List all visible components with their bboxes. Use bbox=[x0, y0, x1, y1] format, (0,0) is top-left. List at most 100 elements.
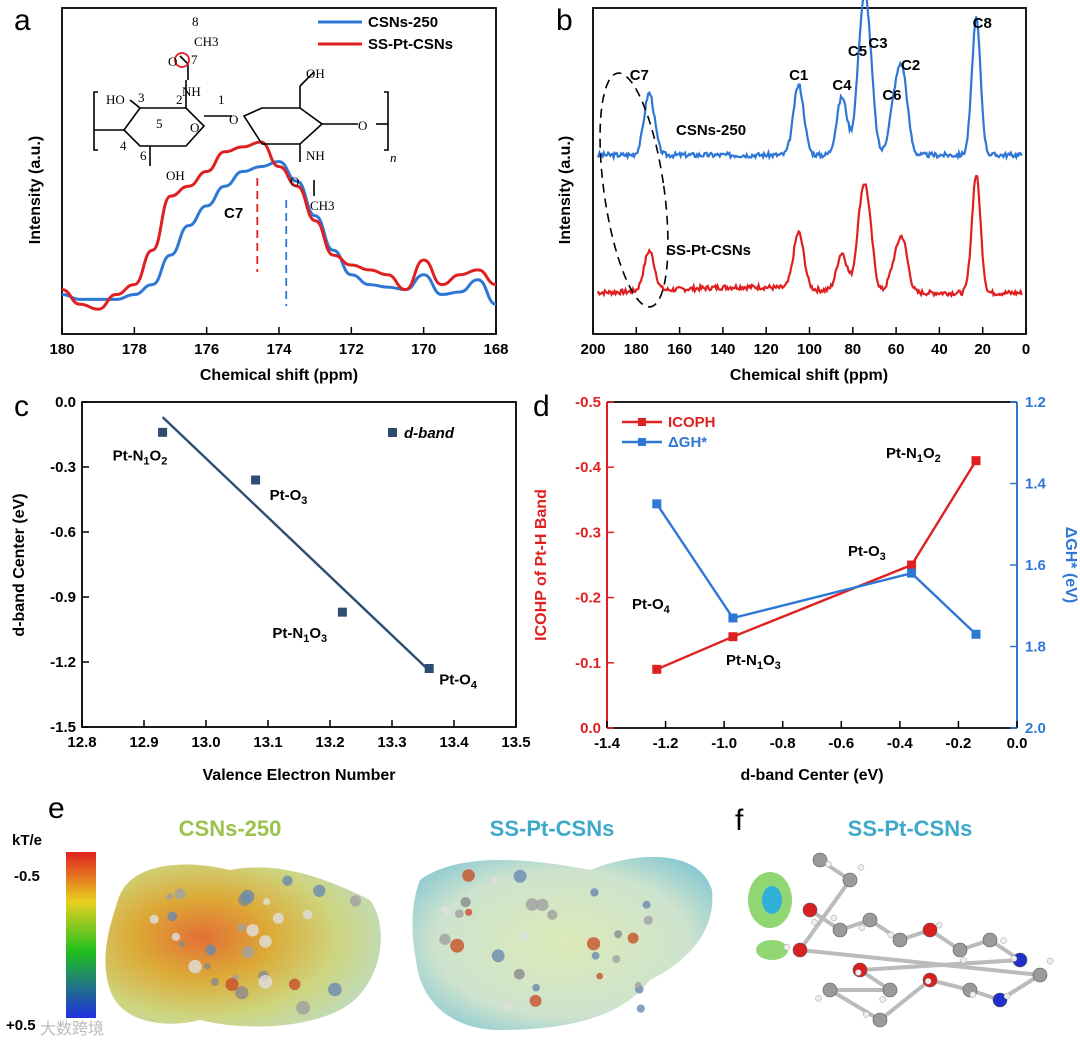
panel-d-marker-blue bbox=[907, 568, 917, 578]
panel-a-x-ticks: 180 178 176 174 172 170 168 bbox=[49, 327, 509, 358]
panel-d-legend-blue-marker bbox=[638, 438, 646, 446]
panel-b-y-label: Intensity (a.u.) bbox=[557, 136, 574, 244]
svg-text:NH: NH bbox=[182, 84, 201, 99]
panel-d-x-tick-label: 0.0 bbox=[1007, 735, 1028, 752]
panel-f-hydrogen bbox=[887, 931, 895, 939]
panel-f-atom bbox=[892, 932, 908, 948]
panel-f-atoms bbox=[783, 852, 1054, 1028]
panel-e-atom bbox=[502, 1001, 512, 1010]
svg-text:O: O bbox=[358, 118, 367, 133]
panel-label-b: b bbox=[556, 4, 573, 37]
panel-d-right-tick-label: 1.4 bbox=[1025, 476, 1047, 493]
panel-e-atom bbox=[529, 994, 542, 1007]
panel-e-atom bbox=[237, 923, 246, 932]
panel-f-hydrogen bbox=[960, 957, 967, 964]
panel-a-tick-label: 174 bbox=[266, 341, 292, 358]
svg-text:CH3: CH3 bbox=[310, 198, 335, 213]
panel-e-atom bbox=[313, 884, 326, 897]
panel-f-atom bbox=[992, 992, 1008, 1008]
panel-b-tick-label: 120 bbox=[754, 341, 779, 358]
panel-f-hydrogen bbox=[815, 995, 822, 1002]
svg-text:CH3: CH3 bbox=[194, 34, 219, 49]
panel-d-marker-blue bbox=[728, 613, 738, 623]
panel-b-peak-label: C7 bbox=[630, 67, 649, 84]
panel-c-points: Pt-N1O2 Pt-O3 Pt-N1O3 Pt-O4 bbox=[113, 427, 478, 692]
panel-a-tick-label: 168 bbox=[483, 341, 508, 358]
panel-a-tick-label: 178 bbox=[122, 341, 147, 358]
panel-f-atom bbox=[802, 902, 818, 918]
chitosan-labels: 8 CH3 O 7 NH HO 3 2 1 4 5 6 O O OH OH O … bbox=[106, 14, 397, 213]
panel-c-y-tick-label: -1.5 bbox=[50, 719, 76, 736]
panel-d-marker-red bbox=[907, 560, 917, 570]
panel-c-ticks: 12.8 12.9 13.0 13.1 13.2 13.3 13.4 13.5 0.0 -0.3 -… bbox=[50, 394, 530, 751]
panel-c-x-tick-label: 13.1 bbox=[253, 734, 282, 751]
panel-c-y-tick-label: 0.0 bbox=[55, 394, 76, 411]
panel-f-atom bbox=[862, 912, 878, 928]
panel-f-bond bbox=[878, 978, 932, 1022]
panel-d-x-tick-label: -0.8 bbox=[770, 735, 796, 752]
panel-d-right-tick-label: 1.2 bbox=[1025, 394, 1046, 411]
svg-text:7: 7 bbox=[191, 52, 198, 67]
panel-f-hydrogen bbox=[825, 860, 832, 868]
svg-text:O: O bbox=[168, 54, 177, 69]
panel-b-tick-label: 40 bbox=[931, 341, 948, 358]
panel-e-atom bbox=[465, 908, 473, 916]
panel-f-atom bbox=[922, 922, 938, 938]
panel-c-legend-swatch bbox=[388, 428, 397, 437]
panel-d-label-pto4: Pt-O4 bbox=[632, 596, 671, 616]
panel-c-point-label: Pt-O4 bbox=[439, 672, 478, 692]
panel-e-atom bbox=[636, 1004, 645, 1013]
panel-e-color-scale bbox=[66, 852, 96, 1018]
panel-c-point-label: Pt-O3 bbox=[270, 487, 308, 507]
panel-e-atom bbox=[188, 959, 202, 974]
panel-c-y-tick-label: -0.3 bbox=[50, 459, 76, 476]
panel-e-atom bbox=[272, 912, 284, 924]
panel-e-atom bbox=[513, 968, 525, 980]
panel-f-atom bbox=[882, 982, 898, 998]
panel-e-atom bbox=[282, 875, 293, 886]
panel-d-left-tick-label: -0.1 bbox=[575, 655, 601, 672]
panel-e-atom bbox=[166, 893, 174, 900]
panel-b-tick-label: 20 bbox=[974, 341, 991, 358]
panel-f-hydrogen bbox=[935, 921, 943, 929]
panel-b-tick-label: 140 bbox=[710, 341, 735, 358]
panel-e-atom bbox=[627, 932, 639, 944]
panel-f-isosurface-green-2 bbox=[756, 940, 788, 960]
panel-e-atom bbox=[454, 909, 464, 919]
panel-e-title-right: SS-Pt-CSNs bbox=[490, 816, 615, 841]
panel-f-atom bbox=[952, 942, 968, 958]
panel-e-atom bbox=[441, 905, 451, 915]
panel-c-y-tick-label: -1.2 bbox=[50, 654, 76, 671]
panel-c-x-tick-label: 13.3 bbox=[377, 734, 406, 751]
panel-a-frame bbox=[61, 7, 497, 335]
panel-b-x-label: Chemical shift (ppm) bbox=[730, 367, 888, 384]
panel-e-atom bbox=[167, 911, 178, 922]
panel-d-marker-red bbox=[971, 456, 981, 466]
panel-b-peak-label: C1 bbox=[789, 67, 808, 84]
panel-e-atom bbox=[547, 909, 558, 921]
panel-c-x-tick-label: 13.5 bbox=[501, 734, 530, 751]
panel-b-tick-label: 180 bbox=[624, 341, 649, 358]
panel-d-x-tick-label: -0.4 bbox=[887, 735, 914, 752]
panel-d-x-tick-label: -1.2 bbox=[653, 735, 679, 752]
panel-d-label-ptn1o3: Pt-N1O3 bbox=[726, 652, 781, 672]
panel-f-bond bbox=[798, 878, 852, 952]
svg-text:5: 5 bbox=[156, 116, 163, 131]
panel-e-atom bbox=[491, 949, 505, 963]
panel-c-point-label: Pt-N1O2 bbox=[113, 447, 168, 467]
panel-e-atom bbox=[349, 895, 362, 907]
panel-b-peak-label: C2 bbox=[901, 57, 920, 74]
panel-e-atom bbox=[643, 915, 653, 925]
panel-label-d: d bbox=[533, 390, 550, 423]
panel-d-legend-red-marker bbox=[638, 418, 646, 426]
svg-text:OH: OH bbox=[166, 168, 185, 183]
svg-text:HO: HO bbox=[106, 92, 125, 107]
panel-d-left-tick-label: 0.0 bbox=[580, 720, 601, 737]
panel-e-atom bbox=[246, 924, 259, 937]
panel-b-tick-label: 60 bbox=[888, 341, 905, 358]
panel-c-frame bbox=[81, 401, 517, 728]
panel-e-atom bbox=[171, 932, 181, 941]
panel-f-hydrogen bbox=[879, 996, 886, 1003]
panel-f-atom bbox=[792, 942, 808, 958]
panel-e-atom bbox=[462, 869, 475, 882]
